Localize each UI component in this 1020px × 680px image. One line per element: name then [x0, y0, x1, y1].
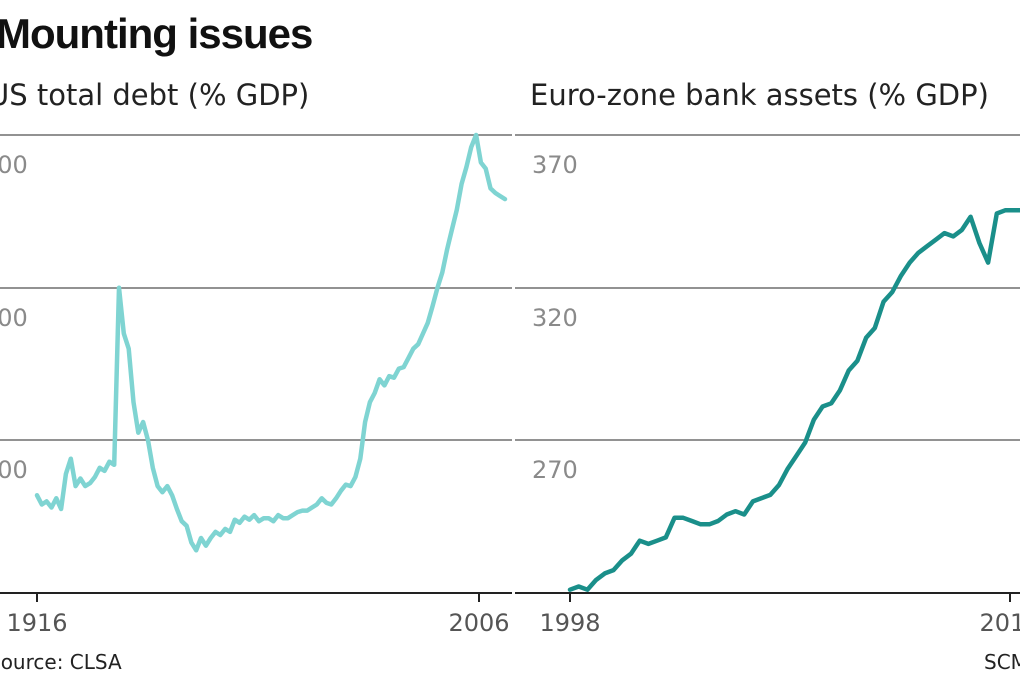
- credit-note: SCMP: [984, 650, 1020, 674]
- left-series-line: [34, 132, 508, 553]
- figure-title: Mounting issues: [0, 10, 313, 57]
- right-y-tick-label: 270: [532, 456, 578, 484]
- left-y-tick-label: 300: [0, 151, 28, 179]
- right-x-tick-label: 2012: [979, 609, 1020, 637]
- right-series-line: [567, 207, 1020, 592]
- left-x-tick-label: 2006: [448, 609, 509, 637]
- right-chart: 370 320 270 1998 2012: [515, 134, 1020, 637]
- left-x-tick-label: 1916: [6, 609, 67, 637]
- right-x-tick-label: 1998: [539, 609, 600, 637]
- right-y-tick-label: 320: [532, 304, 578, 332]
- left-y-tick-label: 200: [0, 304, 28, 332]
- left-chart: 300 200 100 1916 2006: [0, 132, 512, 637]
- left-chart-title: US total debt (% GDP): [0, 78, 310, 112]
- right-y-tick-label: 370: [532, 151, 578, 179]
- left-y-tick-label: 100: [0, 456, 28, 484]
- right-chart-title: Euro-zone bank assets (% GDP): [530, 78, 989, 112]
- source-note: Source: CLSA: [0, 650, 122, 674]
